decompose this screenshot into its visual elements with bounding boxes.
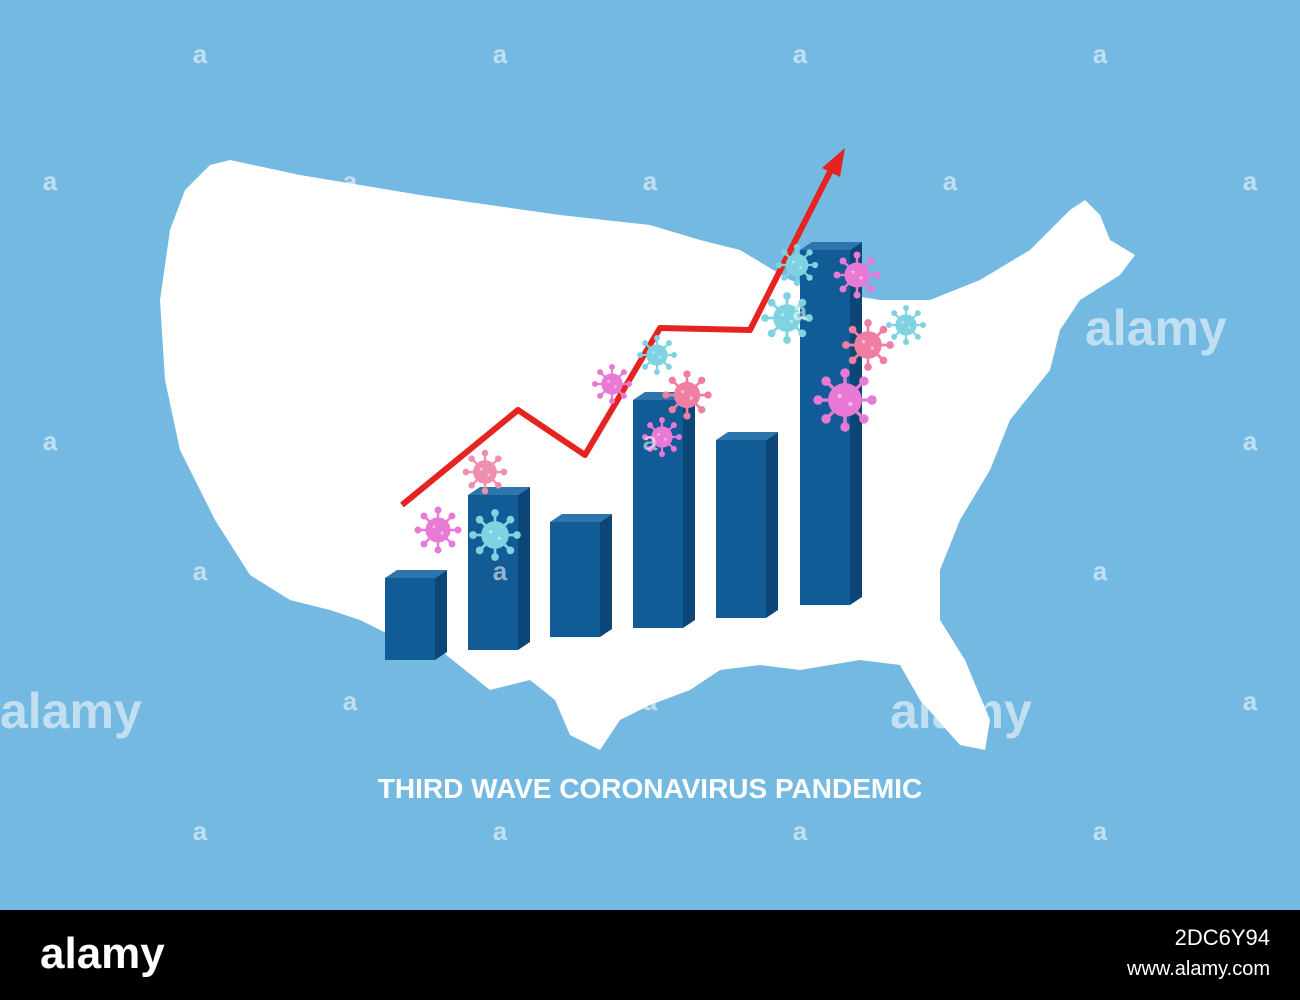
bar-front bbox=[716, 440, 766, 618]
watermark-mark: a bbox=[343, 166, 358, 196]
virus bbox=[413, 505, 463, 555]
watermark-mark: a bbox=[43, 426, 58, 456]
bar-side bbox=[683, 392, 695, 628]
virus bbox=[468, 508, 522, 562]
virus bbox=[775, 243, 819, 287]
bars bbox=[385, 242, 862, 660]
watermark-mark: a bbox=[43, 166, 58, 196]
watermark-logo: alamy bbox=[0, 683, 142, 739]
virus bbox=[832, 250, 882, 300]
virus bbox=[591, 363, 633, 405]
bar-side bbox=[435, 570, 447, 660]
bar-front bbox=[385, 578, 435, 660]
image-id: 2DC6Y94 bbox=[1175, 925, 1270, 950]
watermark-mark: a bbox=[493, 816, 508, 846]
watermark-mark: a bbox=[493, 39, 508, 69]
title: THIRD WAVE CORONAVIRUS PANDEMIC bbox=[378, 773, 922, 804]
virus bbox=[661, 369, 713, 421]
virus bbox=[885, 304, 927, 346]
watermark-mark: a bbox=[193, 296, 208, 326]
virus bbox=[636, 334, 678, 376]
virus bbox=[841, 318, 895, 372]
arrow-head bbox=[822, 148, 845, 177]
virus bbox=[812, 367, 878, 433]
watermark-mark: a bbox=[193, 816, 208, 846]
watermark-mark: a bbox=[493, 296, 508, 326]
watermark-mark: a bbox=[793, 296, 808, 326]
watermark-mark: a bbox=[643, 166, 658, 196]
watermark-mark: a bbox=[193, 556, 208, 586]
footer-brand: alamy bbox=[40, 929, 165, 978]
bar-top bbox=[716, 432, 778, 440]
bar-top bbox=[385, 570, 447, 578]
bar-side bbox=[766, 432, 778, 618]
bar-front bbox=[550, 522, 600, 637]
watermark-mark: a bbox=[343, 426, 358, 456]
watermark-mark: a bbox=[193, 39, 208, 69]
footer-url: www.alamy.com bbox=[1126, 958, 1270, 980]
watermark-mark: a bbox=[1243, 166, 1258, 196]
bar-top bbox=[800, 242, 862, 250]
watermark-mark: a bbox=[943, 426, 958, 456]
watermark-mark: a bbox=[343, 686, 358, 716]
watermark-mark: a bbox=[1243, 426, 1258, 456]
bar-top bbox=[550, 514, 612, 522]
trend-arrow bbox=[400, 166, 835, 508]
watermark-logo: alamy bbox=[890, 683, 1032, 739]
bar-side bbox=[518, 487, 530, 650]
watermark-mark: a bbox=[1093, 39, 1108, 69]
watermark-mark: a bbox=[943, 166, 958, 196]
watermark-mark: a bbox=[643, 426, 658, 456]
watermark-mark: a bbox=[493, 556, 508, 586]
watermark-mark: a bbox=[1093, 816, 1108, 846]
watermark-mark: a bbox=[1243, 686, 1258, 716]
virus bbox=[461, 448, 509, 496]
watermark-mark: a bbox=[1093, 556, 1108, 586]
watermark-mark: a bbox=[643, 686, 658, 716]
watermark-mark: a bbox=[793, 816, 808, 846]
watermarks: a a a a a a a a a a a a a a a a a a a a a a a a a a a alamy alamy ala… bbox=[0, 39, 1258, 846]
bar-side bbox=[600, 514, 612, 637]
watermark-logo: alamy bbox=[1085, 300, 1227, 356]
watermark-mark: a bbox=[793, 39, 808, 69]
footer bbox=[0, 910, 1300, 1000]
